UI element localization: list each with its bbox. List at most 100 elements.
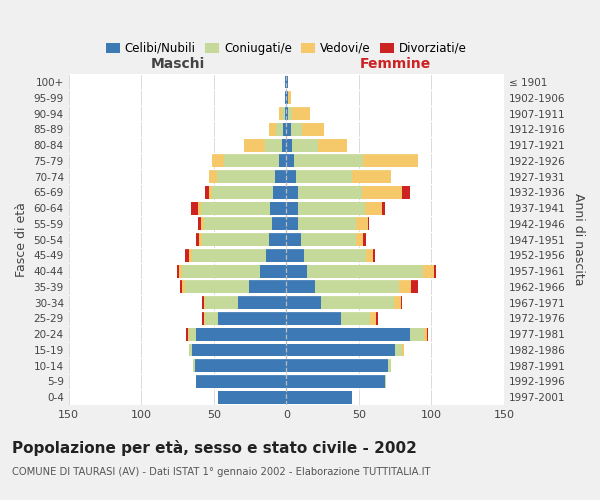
Bar [286, 360, 388, 372]
Bar [286, 264, 436, 278]
Bar [286, 375, 386, 388]
Bar [286, 154, 293, 168]
Bar [265, 138, 286, 151]
Bar [182, 264, 286, 278]
Bar [282, 107, 286, 120]
Text: Popolazione per età, sesso e stato civile - 2002: Popolazione per età, sesso e stato civil… [12, 440, 417, 456]
Bar [203, 312, 286, 325]
Bar [285, 107, 286, 120]
Bar [279, 107, 286, 120]
Bar [285, 76, 286, 88]
Bar [286, 76, 288, 88]
Text: Femmine: Femmine [359, 57, 431, 71]
Bar [218, 391, 286, 404]
Bar [286, 328, 410, 340]
Bar [286, 280, 411, 293]
Bar [279, 154, 286, 168]
Bar [286, 138, 318, 151]
Bar [286, 218, 368, 230]
Bar [286, 249, 304, 262]
Bar [286, 138, 292, 151]
Bar [266, 249, 286, 262]
Bar [286, 233, 356, 246]
Bar [286, 296, 401, 309]
Bar [196, 375, 286, 388]
Bar [181, 280, 286, 293]
Bar [212, 186, 286, 199]
Bar [286, 391, 352, 404]
Bar [191, 202, 286, 214]
Bar [286, 264, 422, 278]
Bar [283, 123, 286, 136]
Bar [286, 123, 324, 136]
Bar [193, 360, 286, 372]
Bar [192, 344, 286, 356]
Bar [286, 280, 400, 293]
Bar [285, 76, 286, 88]
Bar [198, 218, 286, 230]
Bar [286, 202, 365, 214]
Bar [273, 186, 286, 199]
Bar [286, 138, 347, 151]
Bar [209, 170, 286, 183]
Bar [271, 202, 286, 214]
Bar [286, 312, 376, 325]
Bar [188, 328, 286, 340]
Bar [209, 186, 286, 199]
Bar [224, 154, 286, 168]
Bar [196, 375, 286, 388]
Text: Maschi: Maschi [151, 57, 205, 71]
Text: COMUNE DI TAURASI (AV) - Dati ISTAT 1° gennaio 2002 - Elaborazione TUTTITALIA.IT: COMUNE DI TAURASI (AV) - Dati ISTAT 1° g… [12, 467, 431, 477]
Bar [286, 233, 363, 246]
Bar [286, 360, 391, 372]
Bar [286, 360, 391, 372]
Bar [286, 107, 288, 120]
Bar [285, 92, 286, 104]
Bar [285, 76, 286, 88]
Bar [185, 249, 286, 262]
Bar [286, 360, 391, 372]
Bar [275, 170, 286, 183]
Bar [286, 186, 362, 199]
Bar [286, 107, 310, 120]
Bar [286, 218, 356, 230]
Bar [260, 264, 286, 278]
Bar [193, 360, 286, 372]
Bar [286, 76, 288, 88]
Bar [282, 138, 286, 151]
Bar [196, 233, 286, 246]
Bar [286, 391, 352, 404]
Bar [269, 123, 286, 136]
Bar [285, 76, 286, 88]
Bar [286, 312, 370, 325]
Bar [238, 296, 286, 309]
Bar [179, 264, 286, 278]
Bar [286, 186, 410, 199]
Bar [286, 92, 288, 104]
Bar [286, 92, 290, 104]
Bar [286, 107, 310, 120]
Bar [285, 92, 286, 104]
Bar [286, 296, 321, 309]
Bar [286, 264, 434, 278]
Bar [286, 312, 341, 325]
Bar [201, 202, 286, 214]
Bar [286, 249, 373, 262]
Bar [286, 186, 403, 199]
Bar [218, 391, 286, 404]
Bar [189, 328, 286, 340]
Bar [286, 154, 418, 168]
Bar [286, 344, 395, 356]
Bar [286, 249, 366, 262]
Bar [286, 186, 298, 199]
Bar [196, 328, 286, 340]
Bar [272, 218, 286, 230]
Bar [205, 186, 286, 199]
Bar [286, 391, 352, 404]
Bar [286, 375, 386, 388]
Bar [203, 218, 286, 230]
Bar [286, 76, 288, 88]
Bar [178, 264, 286, 278]
Bar [182, 280, 286, 293]
Bar [286, 202, 382, 214]
